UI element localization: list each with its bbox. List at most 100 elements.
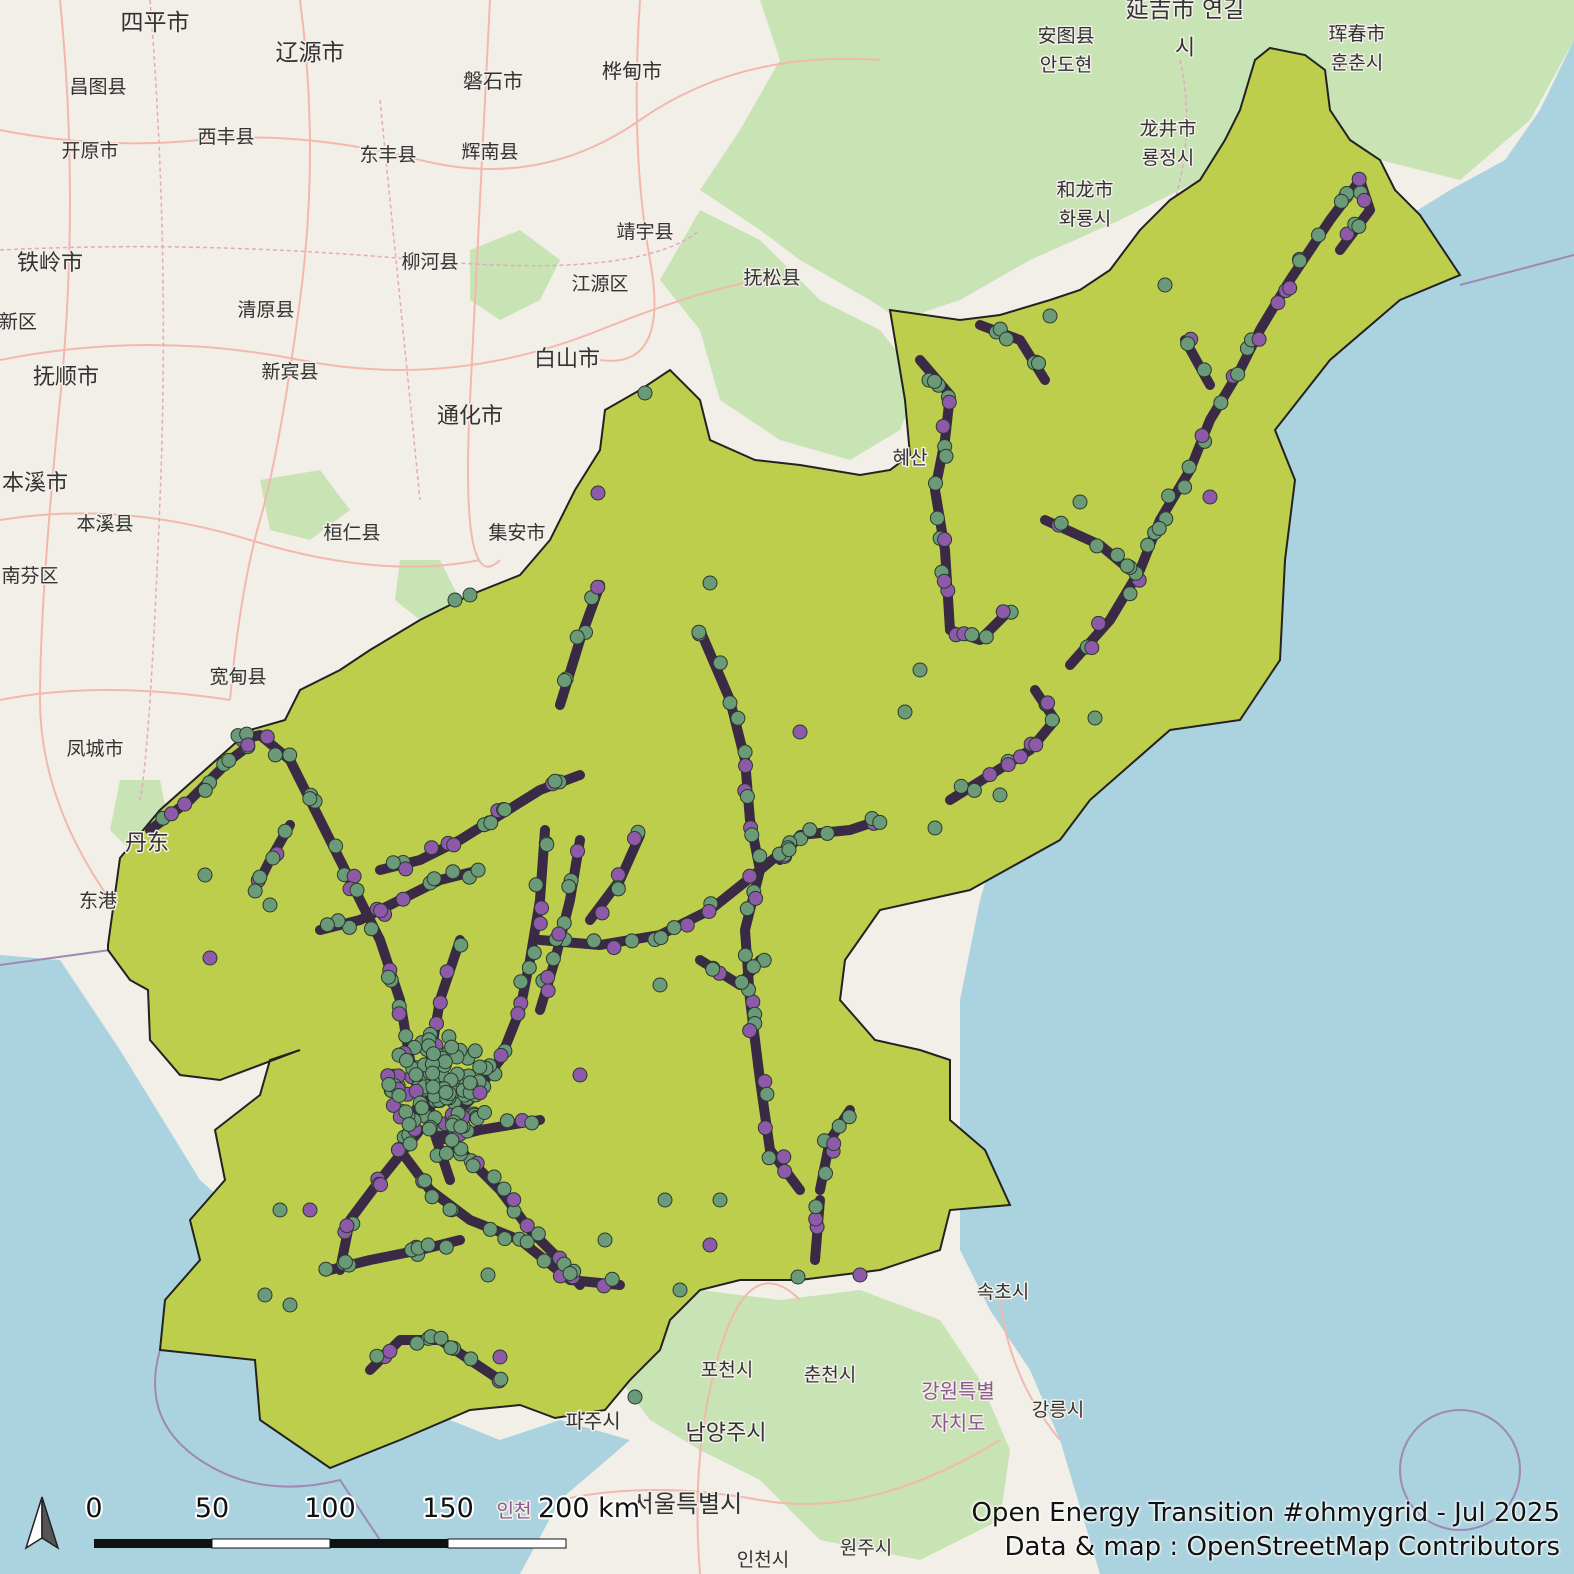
substation-marker [624,933,640,949]
substation-marker [927,373,942,389]
forest-patches [110,0,1574,1560]
substation-marker [757,1120,773,1136]
substation-marker [425,1065,441,1081]
substation-marker [852,1267,868,1283]
substation-marker [929,510,945,526]
substation-marker [257,1287,273,1303]
place-label: 磐石市 [463,69,523,93]
substation-marker [493,1047,509,1063]
place-label: 룡정시 [1142,147,1194,169]
substation-marker [519,1234,535,1250]
substation-marker [1251,331,1267,347]
substation-marker [590,579,606,595]
substation-marker [398,1028,414,1044]
substation-marker [247,883,263,899]
place-label: 江源区 [571,273,628,295]
substation-marker [964,627,980,643]
substation-marker [202,950,218,966]
place-label: 강원특별 [921,1379,995,1403]
substation-marker [391,1006,407,1022]
substation-marker [826,1136,842,1152]
substation-marker [420,1237,436,1253]
substation-marker [1084,640,1100,656]
substation-marker [1151,520,1167,536]
place-label: 东丰县 [359,144,416,166]
substation-marker [1180,336,1196,352]
substation-marker [530,1226,546,1242]
substation-marker [177,796,193,812]
substation-marker [536,1253,552,1269]
substation-marker [1311,227,1326,243]
substation-marker [477,1105,492,1120]
substation-marker [745,959,761,975]
substation-marker [557,673,572,688]
substation-marker [841,1109,857,1125]
place-label: 남양주시 [686,1421,767,1446]
substation-marker [414,1100,430,1116]
substation-marker [1040,695,1056,711]
substation-marker [999,331,1014,347]
place-label: 安图县 [1037,25,1094,47]
substation-marker [446,837,462,853]
place-label: 辉南县 [461,141,518,163]
substation-marker [349,882,365,898]
substation-marker [1013,749,1028,765]
substation-marker [702,1237,718,1253]
substation-marker [398,1104,414,1120]
place-label: 本溪市 [2,471,68,496]
substation-marker [438,1145,454,1161]
substation-marker [417,1173,433,1189]
substation-marker [328,838,344,854]
place-label: 宽甸县 [209,666,266,688]
substation-marker [941,394,957,410]
substation-marker [831,1118,847,1134]
substation-marker [702,575,718,591]
place-label: 인천시 [737,1549,789,1571]
place-label: 혜산 [893,447,928,469]
substation-marker [872,814,888,830]
substation-marker [506,1192,522,1208]
substation-marker [597,1232,613,1248]
substation-marker [1351,171,1367,187]
substation-marker [445,864,461,880]
scale-bar: 0 50 100 150 200 km [83,1491,642,1549]
substation-marker [318,1261,334,1277]
substation-marker [197,782,213,798]
substation-marker [705,961,721,977]
substation-marker [401,1116,417,1132]
substation-marker [433,1330,449,1346]
place-label: 开原市 [61,140,118,162]
substation-marker [259,729,275,745]
substation-marker [267,747,283,763]
substation-marker [1333,193,1349,209]
substation-marker [897,704,913,720]
substation-marker [408,1067,424,1083]
substation-marker [526,945,542,961]
substation-marker [1230,366,1246,382]
place-label: 속초시 [977,1281,1029,1303]
substation-marker [482,1221,498,1237]
substation-marker [978,629,994,645]
substation-marker [757,1074,773,1089]
substation-marker [1072,494,1088,510]
substation-marker [1089,538,1105,554]
scale-label-0: 0 [85,1493,102,1524]
substation-marker [432,995,448,1011]
place-label: 铁岭市 [17,251,83,276]
substation-marker [777,1163,793,1179]
substation-marker [521,960,537,976]
substation-marker [1109,547,1125,563]
place-label: 서울특별시 [632,1490,742,1518]
substation-marker [444,1132,460,1148]
substation-marker [1140,537,1156,553]
substation-marker [1351,218,1367,234]
place-label: 珲春市 [1328,23,1385,45]
credits-title: Open Energy Transition #ohmygrid - Jul 2… [971,1498,1560,1528]
substation-marker [272,1202,288,1218]
credits-attribution: Data & map : OpenStreetMap Contributors [1004,1532,1560,1562]
substation-marker [519,1218,535,1234]
substation-marker [562,1266,578,1281]
substation-marker [510,1006,526,1022]
substation-marker [492,1349,508,1365]
